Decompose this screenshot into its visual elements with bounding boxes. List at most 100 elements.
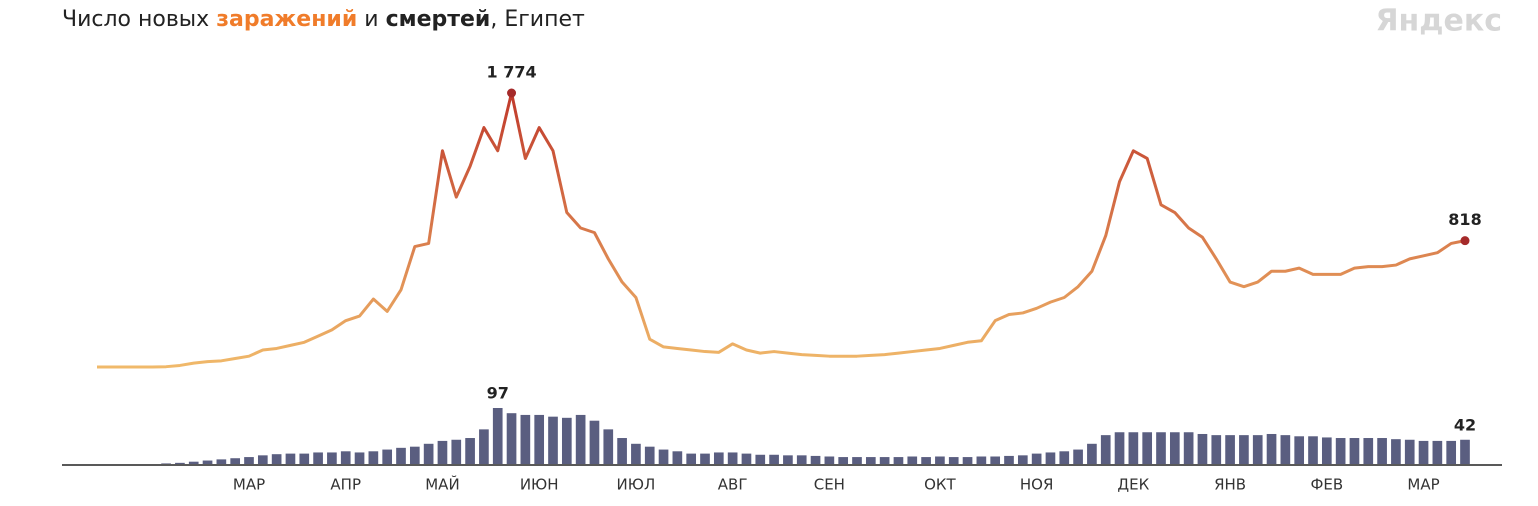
deaths-bar	[1142, 432, 1153, 464]
point-marker	[507, 88, 517, 98]
deaths-bar	[1446, 440, 1457, 464]
deaths-bar	[948, 457, 959, 464]
deaths-bar	[1460, 439, 1470, 464]
x-tick-label: МАР	[233, 476, 265, 494]
deaths-bar	[561, 417, 572, 464]
deaths-bar	[548, 416, 558, 464]
data-label: 1 774	[486, 63, 536, 82]
deaths-bar	[423, 443, 434, 464]
deaths-bar	[962, 457, 973, 464]
deaths-bar	[810, 455, 821, 464]
x-tick-label: ДЕК	[1117, 476, 1149, 494]
deaths-bar	[1266, 433, 1277, 464]
deaths-bar	[437, 440, 448, 464]
x-tick-label: НОЯ	[1020, 476, 1054, 494]
deaths-bar	[769, 454, 779, 464]
deaths-bar	[1156, 432, 1166, 464]
deaths-bar	[465, 438, 475, 464]
deaths-bar	[921, 457, 931, 464]
x-tick-label: ЯНВ	[1214, 476, 1246, 494]
deaths-bar	[479, 429, 489, 464]
deaths-bar	[1432, 440, 1443, 464]
deaths-bar	[382, 449, 393, 464]
deaths-bar	[1321, 437, 1332, 464]
deaths-bar	[216, 459, 227, 464]
deaths-bar	[796, 455, 807, 464]
deaths-bar	[741, 453, 752, 464]
deaths-bar	[188, 461, 199, 464]
x-tick-label: СЕН	[814, 476, 845, 494]
deaths-bar	[865, 457, 876, 464]
title-part: Число новых	[62, 7, 216, 32]
deaths-bar	[1169, 432, 1180, 464]
deaths-bar	[1073, 449, 1083, 464]
deaths-bar	[1031, 453, 1042, 464]
deaths-bar	[409, 446, 420, 464]
deaths-bar	[935, 456, 945, 464]
deaths-bar	[1391, 439, 1401, 464]
deaths-bar	[658, 449, 669, 464]
x-tick-label: АПР	[330, 476, 361, 494]
deaths-bar	[285, 453, 296, 464]
infections-line	[97, 91, 1466, 369]
deaths-bar	[713, 452, 724, 464]
deaths-bar	[838, 457, 849, 464]
deaths-bar	[244, 457, 254, 464]
title-part: , Египет	[490, 7, 585, 32]
title-part: смертей	[386, 7, 491, 32]
brand-logo: Яндекс	[1375, 4, 1502, 39]
x-tick-label: АВГ	[718, 476, 748, 494]
deaths-bar	[976, 456, 987, 464]
deaths-bar	[672, 451, 683, 464]
deaths-bar	[755, 454, 766, 464]
deaths-bar	[340, 451, 351, 464]
deaths-bar	[824, 456, 835, 464]
deaths-bar	[852, 457, 862, 464]
deaths-bar	[1252, 435, 1263, 464]
deaths-bar	[700, 453, 710, 464]
deaths-bar	[1225, 435, 1235, 464]
deaths-bar	[327, 452, 337, 464]
deaths-bar	[1128, 432, 1139, 464]
deaths-bar	[1017, 455, 1028, 464]
deaths-bar	[1059, 451, 1070, 464]
deaths-bar	[257, 455, 268, 464]
deaths-bar	[175, 462, 185, 464]
deaths-bar	[354, 452, 365, 464]
deaths-bar	[161, 463, 171, 464]
data-label: 97	[487, 384, 509, 403]
deaths-bar	[1363, 438, 1374, 464]
deaths-bar	[644, 446, 655, 464]
x-tick-label: МАР	[1407, 476, 1439, 494]
deaths-bar	[271, 454, 282, 464]
deaths-bar	[617, 438, 627, 464]
deaths-bar	[879, 457, 890, 464]
deaths-bar	[1087, 443, 1097, 464]
deaths-bar	[1404, 439, 1415, 464]
deaths-bar	[1349, 438, 1360, 464]
title-part: и	[357, 7, 385, 32]
chart-title: Число новых заражений и смертей, Египет	[62, 7, 585, 32]
deaths-bar	[990, 456, 1001, 464]
deaths-bar	[534, 414, 545, 464]
deaths-bar	[1197, 433, 1208, 464]
deaths-bar	[1308, 436, 1318, 464]
deaths-bar	[783, 455, 793, 464]
deaths-bar	[230, 458, 241, 464]
deaths-bar	[575, 414, 586, 464]
deaths-bar	[396, 447, 406, 464]
deaths-bar	[1239, 435, 1249, 464]
deaths-bar	[1045, 452, 1056, 464]
deaths-bar	[589, 420, 600, 464]
x-tick-label: ИЮН	[520, 476, 559, 494]
deaths-bar	[907, 456, 918, 464]
deaths-bar	[492, 408, 503, 464]
deaths-bar	[313, 452, 323, 464]
deaths-bar	[631, 443, 641, 464]
deaths-bar	[1280, 435, 1291, 464]
deaths-bar	[1114, 432, 1125, 464]
deaths-bar	[506, 413, 517, 464]
title-part: заражений	[216, 7, 357, 32]
data-label: 42	[1454, 415, 1476, 434]
